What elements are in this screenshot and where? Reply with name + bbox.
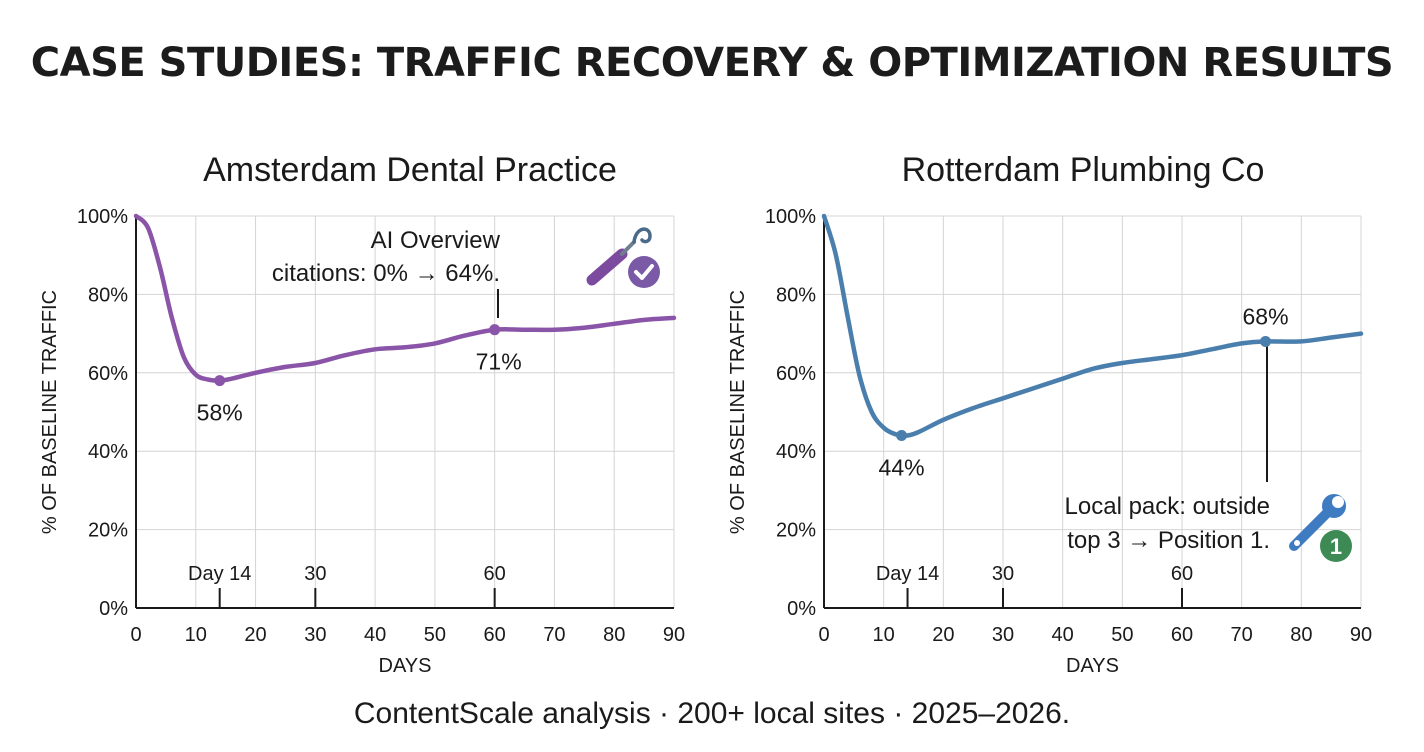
chart-1: Amsterdam Dental Practice 0 10 20 30 40 50 60 70… bbox=[39, 151, 685, 677]
y-tick-label: 80% bbox=[88, 284, 128, 306]
data-point bbox=[896, 430, 908, 442]
x-tick-label: 70 bbox=[1231, 624, 1253, 646]
x-tick-label: 90 bbox=[1350, 624, 1372, 646]
marker-label: 30 bbox=[304, 563, 326, 585]
wrench-position-icon: 1 bbox=[1289, 494, 1352, 562]
data-point bbox=[214, 375, 226, 387]
chart-2: Rotterdam Plumbing Co 0 10 20 30 40 50 60 70 80 90… bbox=[727, 151, 1372, 677]
dental-tool-check-icon bbox=[586, 227, 660, 288]
y-tick-label: 20% bbox=[88, 520, 128, 542]
wrench-jaw bbox=[1332, 496, 1344, 508]
x-axis-label: DAYS bbox=[379, 655, 432, 677]
marker-label: 60 bbox=[1171, 563, 1193, 585]
chart-title: Amsterdam Dental Practice bbox=[203, 151, 617, 189]
annotation-text: Local pack: outside bbox=[1065, 493, 1270, 520]
check-mark bbox=[634, 264, 654, 280]
y-axis-label: % OF BASELINE TRAFFIC bbox=[727, 290, 749, 534]
y-tick-label: 100% bbox=[77, 206, 128, 228]
x-tick-label: 0 bbox=[818, 624, 829, 646]
x-tick-label: 60 bbox=[1171, 624, 1193, 646]
y-tick-label: 40% bbox=[776, 441, 816, 463]
x-tick-label: 0 bbox=[130, 624, 141, 646]
data-point-label: 44% bbox=[879, 455, 925, 481]
marker-label: Day 14 bbox=[876, 563, 939, 585]
x-tick-label: 30 bbox=[992, 624, 1014, 646]
x-tick-label: 10 bbox=[185, 624, 207, 646]
y-tick-label: 0% bbox=[99, 598, 128, 620]
y-tick-label: 60% bbox=[776, 363, 816, 385]
chart-title: Rotterdam Plumbing Co bbox=[902, 151, 1265, 189]
marker-label: 60 bbox=[484, 563, 506, 585]
marker-label: Day 14 bbox=[188, 563, 251, 585]
x-tick-label: 30 bbox=[304, 624, 326, 646]
tool-hook bbox=[632, 227, 652, 244]
series-line bbox=[821, 213, 1364, 438]
position-badge bbox=[1320, 530, 1352, 562]
x-tick-label: 50 bbox=[424, 624, 446, 646]
tool-handle bbox=[586, 248, 628, 286]
y-axis-label: % OF BASELINE TRAFFIC bbox=[39, 290, 61, 534]
chart-grid bbox=[136, 215, 675, 608]
x-tick-label: 70 bbox=[543, 624, 565, 646]
annotation-text: AI Overview bbox=[371, 227, 501, 254]
marker-label: 30 bbox=[992, 563, 1014, 585]
y-tick-label: 20% bbox=[776, 520, 816, 542]
data-point bbox=[489, 324, 501, 336]
x-tick-label: 50 bbox=[1111, 624, 1133, 646]
x-tick-label: 10 bbox=[873, 624, 895, 646]
wrench-handle bbox=[1289, 505, 1335, 551]
x-tick-label: 60 bbox=[484, 624, 506, 646]
wrench-hole bbox=[1294, 540, 1300, 546]
x-tick-label: 80 bbox=[603, 624, 625, 646]
check-badge bbox=[628, 256, 660, 288]
y-tick-label: 0% bbox=[787, 598, 816, 620]
data-point-label: 68% bbox=[1243, 303, 1289, 329]
data-point-label: 58% bbox=[197, 400, 243, 426]
chart-grid bbox=[824, 215, 1362, 608]
y-tick-label: 100% bbox=[765, 206, 816, 228]
data-point-label: 71% bbox=[476, 349, 522, 375]
main-title: CASE STUDIES: TRAFFIC RECOVERY & OPTIMIZ… bbox=[30, 40, 1394, 86]
data-point bbox=[1260, 335, 1272, 347]
x-tick-label: 20 bbox=[932, 624, 954, 646]
y-tick-label: 60% bbox=[88, 363, 128, 385]
position-badge-number: 1 bbox=[1330, 534, 1342, 559]
y-tick-label: 80% bbox=[776, 284, 816, 306]
footer-caption: ContentScale analysis · 200+ local sites… bbox=[353, 697, 1071, 730]
annotation-text: top 3 → Position 1. bbox=[1067, 527, 1270, 554]
x-tick-label: 40 bbox=[1052, 624, 1074, 646]
y-tick-label: 40% bbox=[88, 441, 128, 463]
x-tick-label: 80 bbox=[1290, 624, 1312, 646]
series-line bbox=[133, 213, 677, 383]
annotation-text: citations: 0% → 64%. bbox=[272, 260, 500, 287]
x-axis-label: DAYS bbox=[1066, 655, 1119, 677]
tool-shaft bbox=[620, 240, 636, 256]
x-tick-label: 90 bbox=[663, 624, 685, 646]
x-tick-label: 40 bbox=[364, 624, 386, 646]
x-tick-label: 20 bbox=[244, 624, 266, 646]
